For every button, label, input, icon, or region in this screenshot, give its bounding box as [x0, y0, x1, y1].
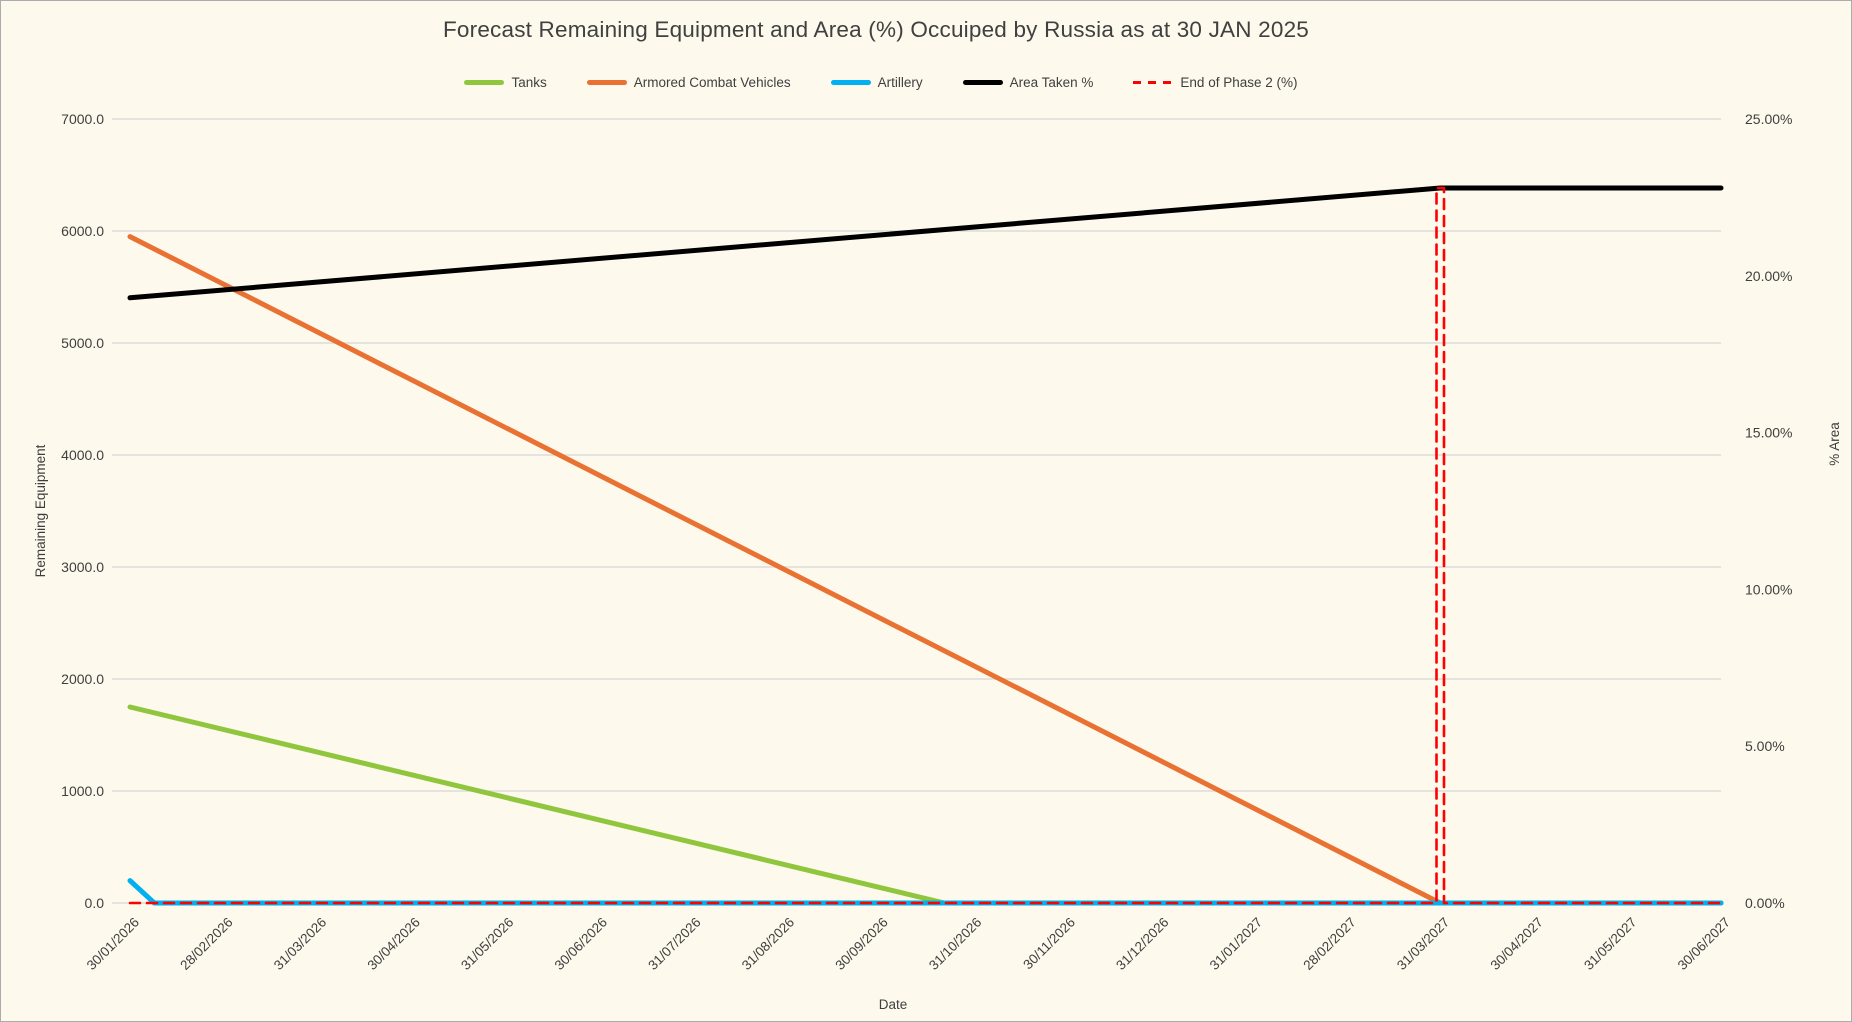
- series-line-area-taken: [127, 185, 1724, 301]
- y-right-tick-label: 20.00%: [1745, 268, 1792, 284]
- y-right-tick-label: 15.00%: [1745, 425, 1792, 441]
- legend-label: Area Taken %: [1009, 75, 1094, 90]
- series-line-end-of-phase-2: [128, 186, 1723, 905]
- y-left-tick-label: 5000.0: [61, 335, 104, 351]
- x-tick-label: 31/03/2027: [1394, 915, 1452, 973]
- y-right-axis-title: % Area: [1827, 422, 1842, 466]
- legend-swatch-icon: [962, 80, 1003, 85]
- x-tick-label: 30/11/2026: [1020, 915, 1078, 973]
- chart-legend: Tanks Armored Combat Vehicles Artillery Are…: [1, 75, 1761, 90]
- x-tick-label: 28/02/2027: [1300, 915, 1358, 973]
- legend-swatch-icon: [1133, 80, 1174, 85]
- legend-item-end-of-phase-2: End of Phase 2 (%): [1133, 75, 1298, 90]
- x-tick-label: 31/10/2026: [926, 915, 984, 973]
- legend-label: Tanks: [511, 75, 547, 90]
- legend-label: Armored Combat Vehicles: [633, 75, 791, 90]
- y-left-tick-label: 2000.0: [61, 671, 104, 687]
- y-left-tick-label: 1000.0: [61, 783, 104, 799]
- x-tick-label: 30/04/2027: [1488, 915, 1546, 973]
- series-line-armored-combat-vehicles: [127, 234, 1724, 906]
- x-tick-label: 30/09/2026: [832, 915, 890, 973]
- x-tick-label: 31/07/2026: [645, 915, 703, 973]
- legend-label: Artillery: [877, 75, 923, 90]
- x-tick-label: 30/01/2026: [84, 915, 142, 973]
- x-tick-label: 31/01/2027: [1207, 915, 1265, 973]
- x-tick-label: 30/06/2026: [552, 915, 610, 973]
- y-left-tick-label: 6000.0: [61, 223, 104, 239]
- y-left-tick-label: 0.0: [85, 895, 105, 911]
- legend-item-armored-combat-vehicles: Armored Combat Vehicles: [586, 75, 791, 90]
- legend-item-tanks: Tanks: [464, 75, 547, 90]
- y-left-tick-label: 3000.0: [61, 559, 104, 575]
- x-tick-label: 31/08/2026: [739, 915, 797, 973]
- y-right-tick-label: 5.00%: [1745, 738, 1785, 754]
- chart-title: Forecast Remaining Equipment and Area (%…: [442, 17, 1310, 42]
- series-line-tanks: [127, 704, 1724, 906]
- x-tick-label: 31/05/2027: [1581, 915, 1639, 973]
- x-tick-label: 30/06/2027: [1675, 915, 1733, 973]
- x-tick-label: 31/05/2026: [458, 915, 516, 973]
- y-left-axis-title: Remaining Equipment: [33, 444, 48, 577]
- y-right-tick-label: 25.00%: [1745, 111, 1792, 127]
- y-left-tick-label: 4000.0: [61, 447, 104, 463]
- y-left-tick-label: 7000.0: [61, 111, 104, 127]
- legend-swatch-icon: [464, 80, 505, 85]
- y-right-tick-label: 0.00%: [1745, 895, 1785, 911]
- legend-label: End of Phase 2 (%): [1180, 75, 1298, 90]
- x-axis-title: Date: [879, 997, 908, 1012]
- x-tick-label: 28/02/2026: [177, 915, 235, 973]
- legend-swatch-icon: [586, 80, 627, 85]
- legend-item-area-taken: Area Taken %: [962, 75, 1094, 90]
- x-tick-label: 31/12/2026: [1113, 915, 1171, 973]
- legend-swatch-icon: [830, 80, 871, 85]
- y-right-tick-label: 10.00%: [1745, 581, 1792, 597]
- x-tick-label: 31/03/2026: [271, 915, 329, 973]
- legend-item-artillery: Artillery: [830, 75, 923, 90]
- x-tick-label: 30/04/2026: [364, 915, 422, 973]
